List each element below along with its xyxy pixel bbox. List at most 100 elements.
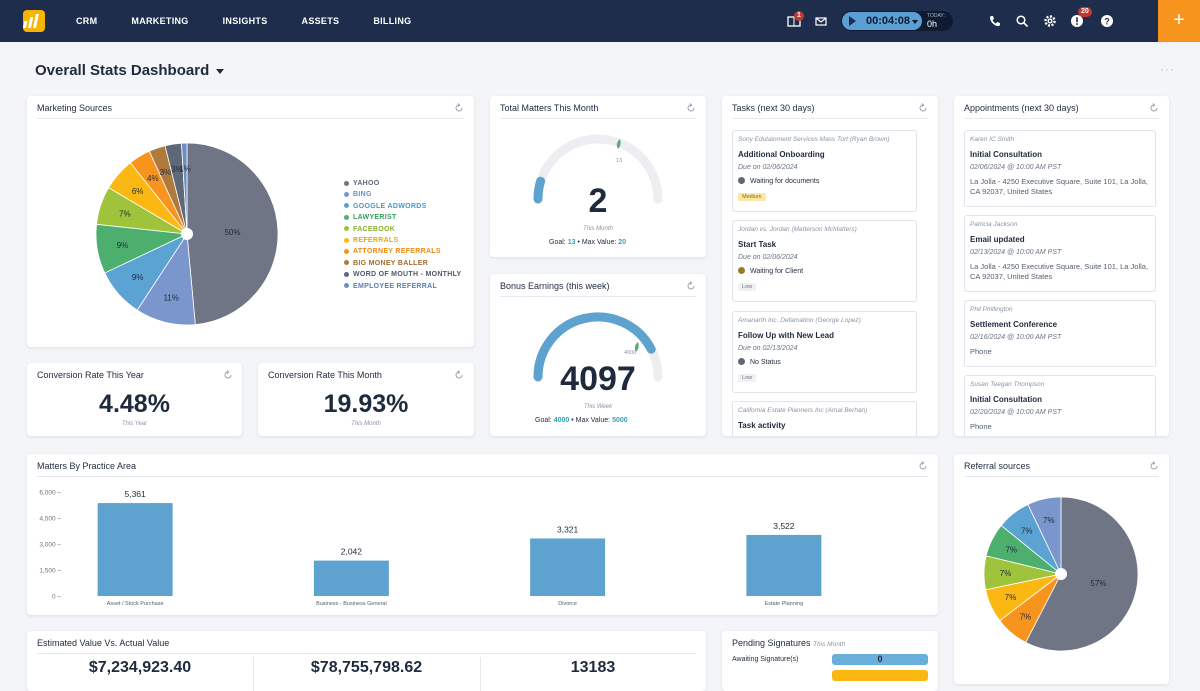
- x-tick-label: Business - Business General: [316, 601, 387, 607]
- refresh-icon[interactable]: [1149, 103, 1159, 113]
- appointment-title[interactable]: Initial Consultation: [970, 150, 1042, 159]
- bar-value-label: 2,042: [341, 547, 363, 557]
- divider: [964, 118, 1159, 119]
- appointment-title[interactable]: Initial Consultation: [970, 395, 1042, 404]
- appointment-item[interactable]: Karen IC Smith Initial Consultation 02/0…: [964, 130, 1156, 207]
- count-value: 13183: [570, 659, 616, 676]
- task-title[interactable]: Follow Up with New Lead: [738, 331, 834, 340]
- card-title: Marketing Sources: [37, 103, 113, 113]
- task-item[interactable]: California Estate Planners Inc (Amal Ber…: [732, 401, 917, 436]
- referral-slice-label: 7%: [1043, 516, 1055, 525]
- legend-item[interactable]: BIG MONEY BALLER: [344, 258, 462, 269]
- help-icon[interactable]: ?: [1100, 14, 1114, 28]
- task-matter[interactable]: California Estate Planners Inc (Amal Ber…: [738, 407, 868, 414]
- total-matters-card: Total Matters This Month 13 2 This Month…: [490, 96, 706, 257]
- conversion-year-note: This Year: [121, 421, 148, 427]
- bonus-value: 4097: [560, 360, 636, 398]
- task-title[interactable]: Task activity: [738, 421, 786, 430]
- nav-billing[interactable]: BILLING: [373, 16, 412, 26]
- app-logo-icon[interactable]: [22, 9, 46, 33]
- appointment-title[interactable]: Settlement Conference: [970, 320, 1058, 329]
- task-matter[interactable]: Sony Edutainment Services Mass Tort (Rya…: [738, 136, 890, 143]
- page-title[interactable]: Overall Stats Dashboard: [35, 62, 210, 79]
- referral-slice[interactable]: [1025, 496, 1139, 652]
- marketing-slice[interactable]: [186, 142, 279, 326]
- refresh-icon[interactable]: [454, 370, 464, 380]
- x-tick-label: Estate Planning: [765, 601, 804, 607]
- legend-item[interactable]: FACEBOOK: [344, 224, 462, 235]
- bar[interactable]: [530, 538, 606, 596]
- refresh-icon[interactable]: [1149, 461, 1159, 471]
- timer-pill[interactable]: 00:04:08: [842, 12, 922, 30]
- appointment-time: 02/13/2024 @ 10:00 AM PST: [970, 249, 1062, 256]
- alert-icon[interactable]: [1070, 14, 1084, 28]
- legend-item[interactable]: EMPLOYEE REFERRAL: [344, 281, 462, 292]
- nav-marketing[interactable]: MARKETING: [131, 16, 189, 26]
- refresh-icon[interactable]: [918, 461, 928, 471]
- card-title: Matters By Practice Area: [37, 461, 137, 471]
- gear-icon[interactable]: [1043, 14, 1057, 28]
- matters-value: 2: [588, 182, 608, 220]
- phone-icon[interactable]: [988, 14, 1002, 28]
- legend-item[interactable]: BING: [344, 189, 462, 200]
- appointment-item[interactable]: Phil Phillington Settlement Conference 0…: [964, 300, 1156, 367]
- appointment-item[interactable]: Susan Teegan Thompson Initial Consultati…: [964, 375, 1156, 436]
- appointment-contact[interactable]: Patricia Jackson: [970, 221, 1018, 228]
- legend-item[interactable]: LAWYERIST: [344, 212, 462, 223]
- task-matter[interactable]: Jordan vs. Jordan (Matterson McMatters): [738, 226, 857, 233]
- bar[interactable]: [313, 560, 389, 596]
- task-item[interactable]: Jordan vs. Jordan (Matterson McMatters) …: [732, 220, 917, 302]
- referral-slice[interactable]: [1027, 496, 1062, 575]
- priority-badge: Low: [738, 374, 757, 382]
- marketing-pie-chart[interactable]: 50%11%9%9%7%6%4%3% 3%1%: [27, 96, 474, 347]
- y-tick-label: 6,000 –: [39, 490, 61, 497]
- dashboard-dropdown-icon[interactable]: [216, 69, 224, 74]
- appointment-title[interactable]: Email updated: [970, 235, 1025, 244]
- actual-value: $78,755,798.62: [310, 659, 423, 676]
- legend-item[interactable]: REFERRALS: [344, 235, 462, 246]
- card-title: Total Matters This Month: [500, 103, 599, 113]
- bar[interactable]: [97, 503, 173, 596]
- refresh-icon[interactable]: [686, 103, 696, 113]
- timer-time: 00:04:08: [866, 15, 911, 27]
- add-new-button[interactable]: +: [1158, 0, 1200, 42]
- task-item[interactable]: Sony Edutainment Services Mass Tort (Rya…: [732, 130, 917, 212]
- time-tracker[interactable]: 00:04:08 TODAY: 0h: [841, 11, 953, 31]
- refresh-icon[interactable]: [686, 281, 696, 291]
- refresh-icon[interactable]: [918, 103, 928, 113]
- appointment-contact[interactable]: Phil Phillington: [970, 306, 1013, 313]
- appointment-item[interactable]: Patricia Jackson Email updated 02/13/202…: [964, 215, 1156, 292]
- referral-pie-chart[interactable]: 57% 7% 7% 7% 7% 7% 7%: [954, 454, 1169, 684]
- nav-crm[interactable]: CRM: [76, 16, 98, 26]
- pie-center-dot: [1055, 568, 1067, 580]
- chevron-down-icon[interactable]: [912, 20, 918, 24]
- task-title[interactable]: Start Task: [738, 240, 777, 249]
- signature-row-value[interactable]: 0: [832, 654, 928, 665]
- search-icon[interactable]: [1015, 14, 1029, 28]
- legend-item[interactable]: YAHOO: [344, 178, 462, 189]
- task-title[interactable]: Additional Onboarding: [738, 150, 825, 159]
- appointment-contact[interactable]: Susan Teegan Thompson: [970, 381, 1045, 388]
- bar-value-label: 5,361: [124, 489, 146, 499]
- marketing-slice[interactable]: [181, 142, 188, 235]
- play-icon[interactable]: [849, 16, 856, 26]
- refresh-icon[interactable]: [454, 103, 464, 113]
- practice-area-bar-chart[interactable]: 6,000 – 4,500 – 3,000 – 1,500 – 0 – 5,361 Asse…: [27, 454, 938, 615]
- y-tick-label: 4,500 –: [39, 516, 61, 523]
- nav-insights[interactable]: INSIGHTS: [222, 16, 268, 26]
- signature-row-bar[interactable]: [832, 670, 928, 681]
- appointment-contact[interactable]: Karen IC Smith: [970, 136, 1015, 143]
- referral-slice-label: 7%: [1021, 526, 1033, 535]
- y-tick-label: 1,500 –: [39, 568, 61, 575]
- legend-item[interactable]: WORD OF MOUTH - MONTHLY: [344, 269, 462, 280]
- bonus-note: This Week: [583, 404, 613, 410]
- legend-item[interactable]: GOOGLE ADWORDS: [344, 201, 462, 212]
- task-matter[interactable]: Amanarth Inc. Defamation (George Lopez): [738, 317, 861, 324]
- bar[interactable]: [746, 534, 822, 596]
- refresh-icon[interactable]: [223, 370, 233, 380]
- mail-icon[interactable]: [814, 14, 828, 28]
- more-options-icon[interactable]: ···: [1160, 62, 1175, 76]
- task-item[interactable]: Amanarth Inc. Defamation (George Lopez) …: [732, 311, 917, 393]
- nav-assets[interactable]: ASSETS: [301, 16, 340, 26]
- legend-item[interactable]: ATTORNEY REFERRALS: [344, 246, 462, 257]
